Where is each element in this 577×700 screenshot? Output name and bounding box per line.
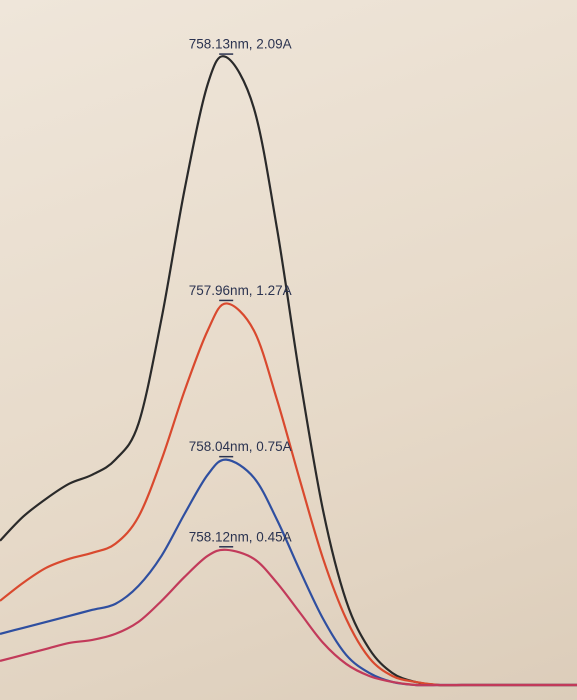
spectrum-curve: [0, 548, 577, 687]
spectrum-curve: [0, 458, 577, 687]
peak-annotation: 757.96nm, 1.27A: [189, 283, 292, 298]
peak-annotation: 758.04nm, 0.75A: [189, 439, 292, 454]
spectrum-curve: [0, 55, 577, 687]
peak-annotation: 758.12nm, 0.45A: [189, 529, 292, 544]
spectrum-curve: [0, 302, 577, 687]
peak-annotation: 758.13nm, 2.09A: [189, 37, 292, 52]
